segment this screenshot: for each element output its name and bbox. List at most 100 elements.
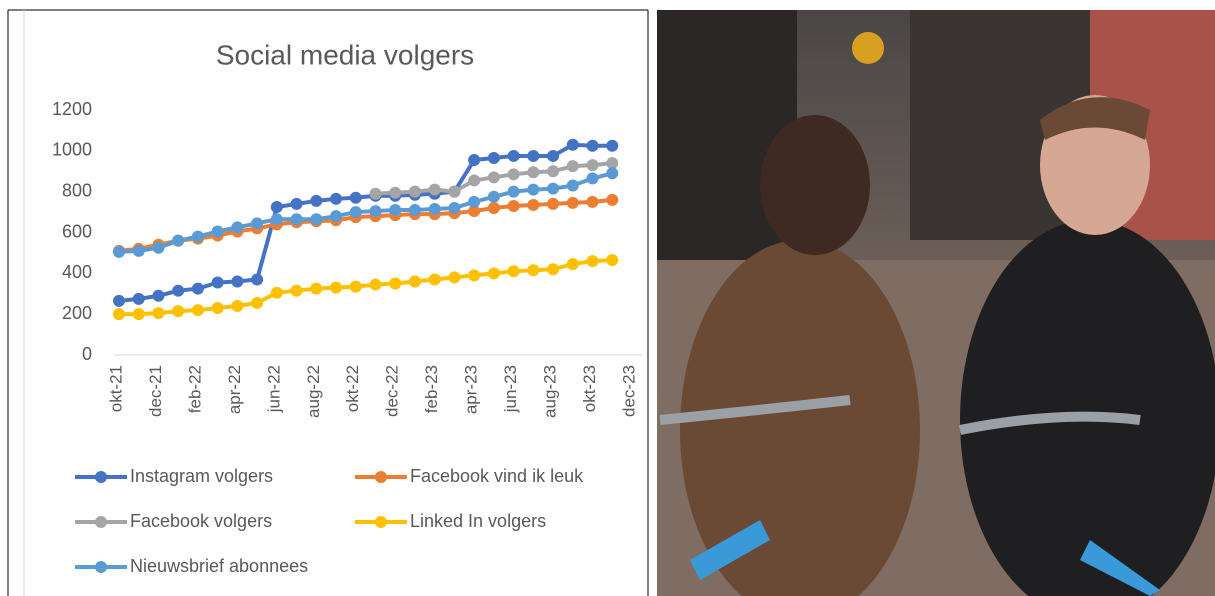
data-point <box>547 150 559 162</box>
data-point <box>133 293 145 305</box>
data-point <box>172 305 184 317</box>
data-point <box>606 140 618 152</box>
data-point <box>567 197 579 209</box>
x-tick-label: feb-23 <box>422 365 441 413</box>
data-point <box>488 267 500 279</box>
data-point <box>291 213 303 225</box>
data-point <box>369 188 381 200</box>
data-point <box>291 198 303 210</box>
y-tick-label: 1000 <box>52 140 92 160</box>
data-point <box>547 165 559 177</box>
legend-marker <box>375 516 387 528</box>
data-point <box>587 172 599 184</box>
data-point <box>310 283 322 295</box>
series-line <box>119 145 612 301</box>
data-point <box>330 282 342 294</box>
data-point <box>231 221 243 233</box>
data-point <box>251 297 263 309</box>
data-point <box>389 204 401 216</box>
x-tick-label: dec-23 <box>619 365 638 417</box>
data-point <box>587 140 599 152</box>
data-point <box>271 213 283 225</box>
y-tick-label: 200 <box>62 303 92 323</box>
data-point <box>152 290 164 302</box>
data-point <box>409 204 421 216</box>
data-point <box>587 159 599 171</box>
data-point <box>291 285 303 297</box>
x-tick-label: apr-23 <box>462 365 481 414</box>
data-point <box>369 279 381 291</box>
data-point <box>606 194 618 206</box>
data-point <box>508 200 520 212</box>
data-point <box>527 264 539 276</box>
data-point <box>547 198 559 210</box>
data-point <box>330 193 342 205</box>
y-tick-label: 0 <box>82 344 92 364</box>
x-tick-label: dec-22 <box>383 365 402 417</box>
data-point <box>547 183 559 195</box>
data-point <box>567 258 579 270</box>
data-point <box>389 278 401 290</box>
data-point <box>468 269 480 281</box>
x-tick-label: apr-22 <box>225 365 244 414</box>
chart-title: Social media volgers <box>216 39 474 70</box>
data-point <box>409 276 421 288</box>
legend-marker <box>95 561 107 573</box>
head-left <box>760 115 870 255</box>
x-tick-label: jun-22 <box>264 365 283 413</box>
data-point <box>369 205 381 217</box>
data-point <box>547 263 559 275</box>
data-point <box>508 265 520 277</box>
legend-label: Facebook vind ik leuk <box>410 466 584 486</box>
data-point <box>527 166 539 178</box>
data-point <box>508 186 520 198</box>
data-point <box>212 302 224 314</box>
x-tick-label: feb-22 <box>185 365 204 413</box>
data-point <box>212 277 224 289</box>
data-point <box>172 285 184 297</box>
data-point <box>527 150 539 162</box>
page: {"chart_data": {"type": "line", "title":… <box>0 0 1215 596</box>
data-point <box>133 308 145 320</box>
data-point <box>567 139 579 151</box>
data-point <box>192 231 204 243</box>
data-point <box>468 154 480 166</box>
data-point <box>389 187 401 199</box>
data-point <box>271 287 283 299</box>
data-point <box>448 271 460 283</box>
x-tick-label: okt-22 <box>343 365 362 412</box>
data-point <box>429 203 441 215</box>
data-point <box>113 295 125 307</box>
x-tick-label: aug-22 <box>304 365 323 418</box>
x-tick-label: jun-23 <box>501 365 520 413</box>
data-point <box>350 281 362 293</box>
data-point <box>429 184 441 196</box>
legend-marker <box>95 471 107 483</box>
data-point <box>172 235 184 247</box>
x-tick-label: dec-21 <box>146 365 165 417</box>
x-tick-label: okt-23 <box>580 365 599 412</box>
data-point <box>448 202 460 214</box>
legend-label: Facebook volgers <box>130 511 272 531</box>
data-point <box>606 157 618 169</box>
screenshot: Social media volgers 0200400600800100012… <box>0 0 1215 596</box>
data-point <box>212 225 224 237</box>
data-point <box>448 186 460 198</box>
y-tick-label: 1200 <box>52 99 92 119</box>
data-point <box>468 196 480 208</box>
data-point <box>488 152 500 164</box>
x-tick-label: okt-21 <box>106 365 125 412</box>
data-point <box>113 246 125 258</box>
data-point <box>527 184 539 196</box>
data-point <box>508 168 520 180</box>
data-point <box>350 192 362 204</box>
data-point <box>192 283 204 295</box>
y-tick-label: 400 <box>62 262 92 282</box>
data-point <box>271 201 283 213</box>
data-point <box>488 171 500 183</box>
data-point <box>113 308 125 320</box>
data-point <box>251 217 263 229</box>
sign <box>852 32 884 64</box>
data-point <box>152 242 164 254</box>
data-point <box>310 213 322 225</box>
